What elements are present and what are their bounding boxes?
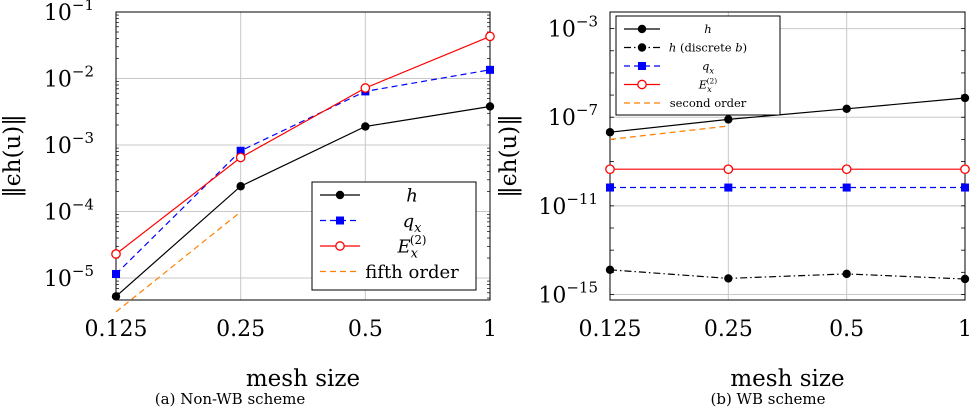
legend-marker (637, 79, 647, 90)
data-point (960, 274, 970, 284)
x-tick-label: 0.125 (579, 317, 642, 342)
data-point (605, 265, 615, 274)
data-point (960, 164, 970, 175)
x-tick-label: 1 (483, 317, 497, 342)
y-tick-label: 10−5 (44, 262, 94, 292)
x-axis-label: mesh size (246, 366, 360, 392)
y-tick-label: 10−3 (44, 129, 94, 159)
caption: (b) WB scheme (710, 390, 825, 408)
data-point (236, 182, 245, 191)
data-point (111, 249, 121, 259)
legend-label: Ex(2) (397, 233, 427, 262)
chart-panel-b: 0.125 0.25 0.5 1 10−15 10−11 10−7 10−3 mesh size… (496, 11, 972, 408)
data-point (485, 31, 495, 42)
x-tick-label: 1 (958, 317, 972, 342)
data-point (724, 274, 733, 283)
legend-label: Ex(2) (698, 76, 718, 94)
legend-marker (638, 62, 646, 70)
x-tick-label: 0.125 (85, 317, 148, 342)
legend-label: fifth order (365, 262, 459, 283)
series-line-3 (115, 211, 242, 313)
data-point (723, 164, 734, 175)
data-point (961, 183, 969, 192)
legend-marker (335, 241, 345, 251)
data-point (111, 292, 121, 301)
legend-marker (335, 190, 345, 200)
series-line-1 (609, 269, 966, 280)
data-point (236, 146, 245, 155)
legend-label: h (discrete b) (669, 41, 747, 55)
x-tick-label: 0.25 (704, 317, 753, 342)
data-point (485, 102, 495, 111)
data-point (360, 83, 371, 93)
data-point (235, 152, 246, 163)
data-point (842, 269, 851, 279)
legend-label: h (406, 185, 418, 206)
x-tick-label: 0.5 (829, 317, 864, 342)
y-tick-label: 10−15 (538, 278, 598, 308)
plot-frame (609, 11, 966, 301)
data-point (724, 183, 733, 192)
y-tick-label: 10−11 (538, 190, 598, 220)
series-line-2 (115, 35, 491, 255)
y-axis-label: ‖ϵh(u)‖ (0, 114, 26, 197)
legend-marker (336, 216, 344, 225)
y-tick-label: 10−4 (44, 196, 94, 226)
data-point (960, 93, 970, 103)
data-point (606, 183, 614, 192)
data-point (605, 128, 615, 137)
caption: (a) Non-WB scheme (155, 390, 306, 408)
y-axis-label: ‖ϵh(u)‖ (496, 114, 522, 197)
data-point (361, 122, 370, 131)
y-tick-label: 10−2 (44, 63, 94, 93)
x-tick-label: 0.5 (348, 317, 383, 342)
y-tick-label: 10−1 (44, 0, 94, 26)
legend-marker (637, 43, 647, 52)
y-tick-label: 10−3 (548, 13, 598, 43)
legend-marker (637, 24, 647, 34)
chart-panel-a: 0.125 0.25 0.5 1 10−5 10−4 10−3 10−2 10−1 mesh si… (0, 0, 497, 408)
data-point (842, 104, 851, 114)
legend-label: qx (702, 59, 714, 75)
y-tick-label: 10−7 (548, 101, 598, 131)
legend-label: qx (403, 211, 423, 236)
data-point (112, 270, 120, 279)
series-line-0 (609, 97, 966, 133)
data-point (486, 65, 494, 74)
series-line-0 (115, 105, 491, 297)
x-axis-label: mesh size (730, 366, 844, 392)
series-line-4 (609, 125, 729, 140)
x-tick-label: 0.25 (216, 317, 265, 342)
legend-box (311, 181, 477, 291)
series-line-1 (115, 69, 491, 275)
data-point (724, 115, 733, 124)
plot-frame (115, 11, 491, 301)
data-point (842, 183, 851, 192)
data-point (841, 164, 852, 175)
data-point (605, 164, 615, 175)
legend-label: second order (670, 96, 747, 110)
legend-label: h (704, 22, 711, 36)
